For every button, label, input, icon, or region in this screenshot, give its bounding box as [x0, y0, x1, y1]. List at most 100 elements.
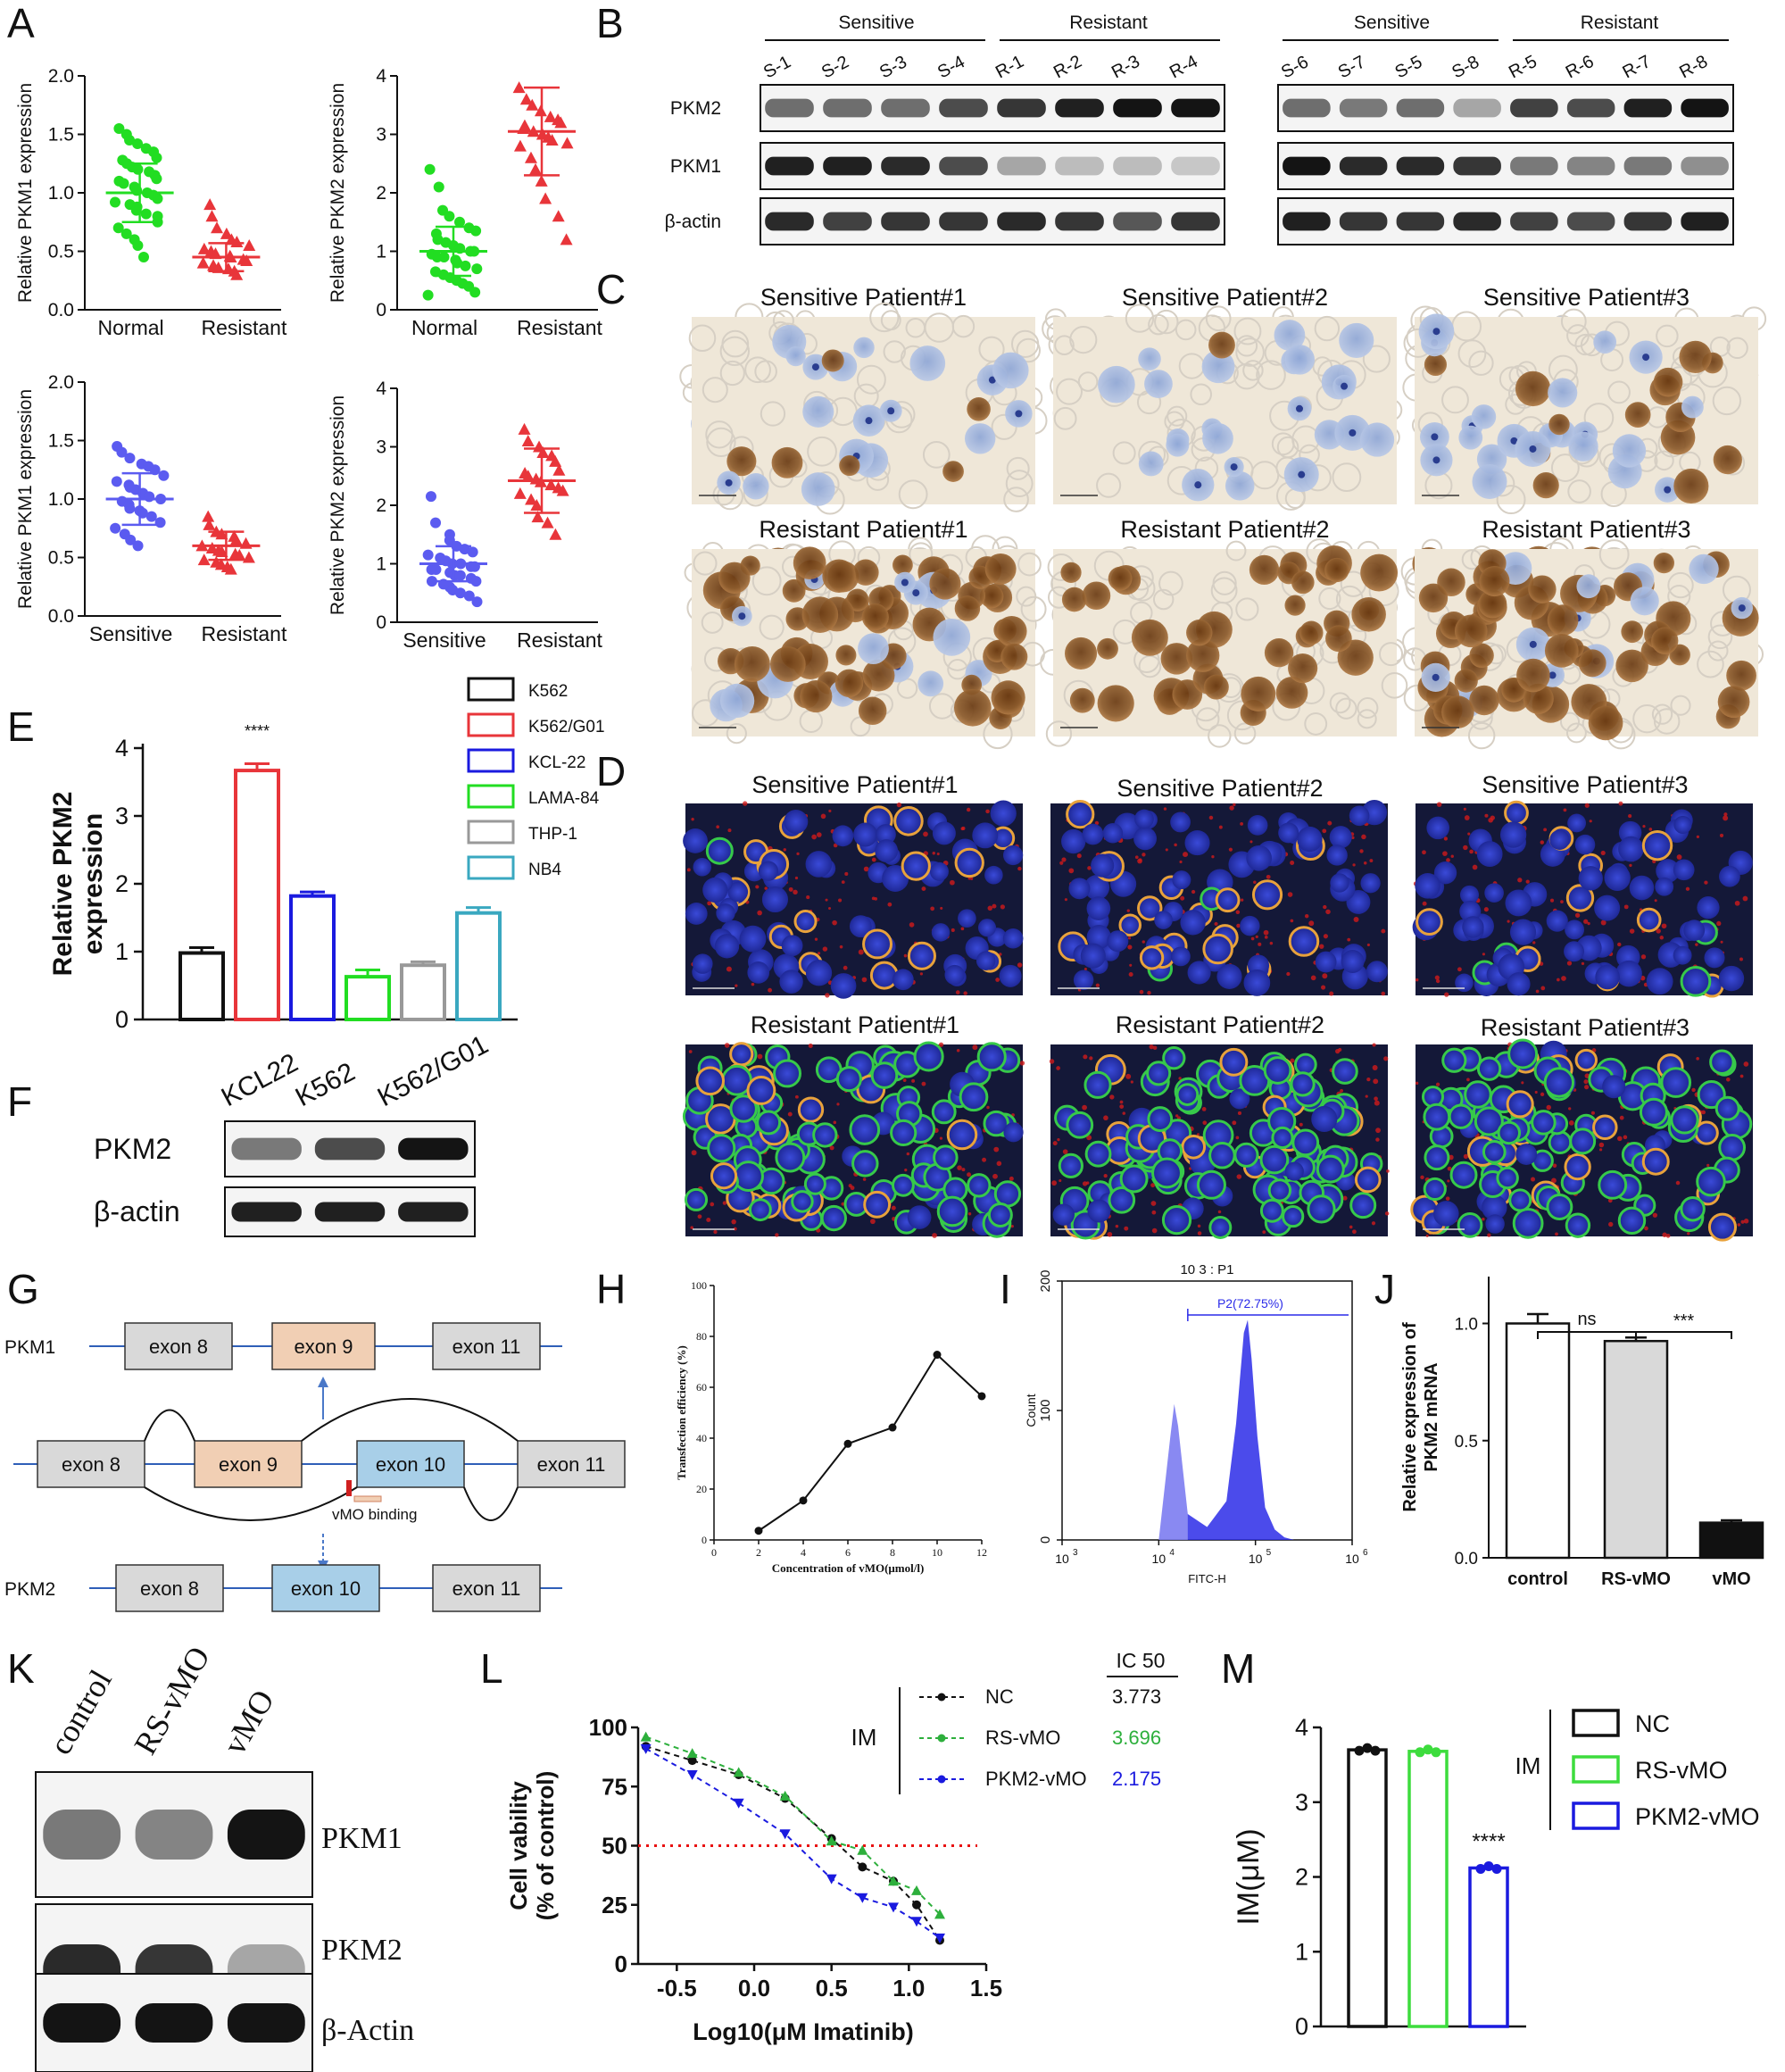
bar	[1468, 1866, 1509, 2028]
nucleus	[1639, 910, 1660, 930]
green-ring	[959, 1082, 989, 1112]
green-ring	[1476, 1056, 1502, 1081]
nucleus	[1087, 1199, 1111, 1223]
nucleus	[1720, 1136, 1744, 1160]
data-point	[211, 221, 224, 234]
nucleus	[1068, 878, 1091, 900]
data-point	[422, 549, 434, 561]
nucleus	[1283, 1207, 1302, 1226]
red-speck	[757, 1053, 763, 1060]
rbc	[1011, 329, 1040, 358]
y-tick-label: 0.5	[48, 548, 74, 569]
splice-arc	[144, 1409, 195, 1442]
red-speck	[1163, 807, 1167, 811]
splice-arc	[463, 1486, 519, 1521]
x-tick-exponent: 5	[1266, 1548, 1272, 1558]
red-speck	[841, 1202, 845, 1206]
nucleus	[796, 911, 816, 931]
data-point	[560, 233, 573, 245]
orange-ring	[729, 1042, 754, 1067]
nucleus	[1061, 828, 1086, 854]
nucleus	[1241, 1067, 1268, 1094]
nucleus	[1479, 1058, 1499, 1079]
panel-b: Sensitive Resistant S-1 S-2 S-3 S-4 R-1 R-2 R-3 R…	[665, 12, 1734, 245]
nucleus	[895, 1053, 919, 1077]
exon-9-box	[194, 1440, 303, 1488]
red-speck	[919, 972, 924, 976]
green-ring	[1508, 1188, 1532, 1212]
legend-label: RS-vMO	[1635, 1757, 1728, 1784]
y-axis-label: (% of control)	[532, 1771, 559, 1921]
data-point	[888, 1902, 899, 1913]
cell	[1097, 637, 1118, 660]
green-ring	[1307, 1194, 1336, 1224]
legend-label: KCL-22	[528, 753, 585, 772]
data-point	[112, 222, 124, 234]
cell	[1472, 463, 1507, 500]
nucleus	[1508, 1092, 1532, 1116]
rbc	[1235, 597, 1259, 621]
green-ring	[1271, 1126, 1294, 1150]
nucleus	[1426, 816, 1449, 840]
nucleus	[895, 808, 922, 835]
red-speck	[1628, 814, 1632, 819]
vmo-binding-label: vMO binding	[332, 1506, 417, 1523]
red-speck	[955, 990, 960, 994]
red-speck	[1662, 1232, 1667, 1237]
cell	[909, 345, 946, 381]
green-ring	[913, 1041, 944, 1072]
exon-8-box-label: exon 8	[62, 1453, 120, 1476]
data-point	[197, 242, 211, 254]
rbc	[1496, 485, 1526, 515]
cell	[1588, 705, 1623, 741]
nucleus	[761, 886, 789, 913]
nucleus	[1704, 947, 1725, 969]
cell	[1241, 676, 1276, 711]
nucleus	[708, 839, 732, 863]
blot-band	[1396, 156, 1445, 176]
green-ring	[849, 1114, 881, 1145]
blot-band	[765, 212, 814, 231]
red-speck	[808, 1043, 813, 1048]
cell	[1576, 574, 1601, 599]
red-speck	[1180, 895, 1185, 901]
ihc-image-c5b	[1045, 538, 1408, 748]
blot-band	[1055, 98, 1104, 118]
green-ring	[891, 1173, 915, 1197]
nucleus	[1485, 1214, 1505, 1234]
green-ring	[1070, 1210, 1100, 1240]
rbc	[702, 377, 728, 404]
orange-ring	[893, 806, 924, 836]
data-point	[124, 503, 136, 514]
red-speck	[1139, 989, 1144, 994]
red-speck	[970, 877, 974, 880]
red-speck	[1600, 850, 1606, 856]
nucleus	[1529, 640, 1537, 648]
orange-ring	[1219, 1047, 1249, 1077]
exon-10-box	[271, 1564, 380, 1612]
red-speck	[1304, 913, 1309, 919]
data-point	[530, 499, 544, 511]
nucleus	[1341, 382, 1349, 390]
cell	[1653, 552, 1674, 574]
nucleus	[934, 1101, 955, 1122]
y-tick-label: 0	[376, 300, 386, 320]
red-speck	[1290, 861, 1295, 866]
nucleus	[709, 1136, 734, 1161]
data-point	[549, 454, 562, 467]
red-speck	[1665, 1233, 1671, 1238]
nucleus	[1235, 1144, 1258, 1166]
blot-band	[823, 156, 872, 176]
y-tick-label: 0	[115, 1006, 129, 1033]
red-speck	[1685, 886, 1690, 891]
cell	[801, 472, 835, 506]
red-speck	[1659, 936, 1665, 940]
nucleus	[1052, 1203, 1075, 1226]
red-speck	[1218, 825, 1223, 829]
green-ring	[791, 1190, 814, 1213]
cell	[1516, 658, 1550, 693]
cell	[1689, 553, 1719, 585]
rbc	[1208, 724, 1232, 748]
red-speck	[1425, 1234, 1429, 1237]
